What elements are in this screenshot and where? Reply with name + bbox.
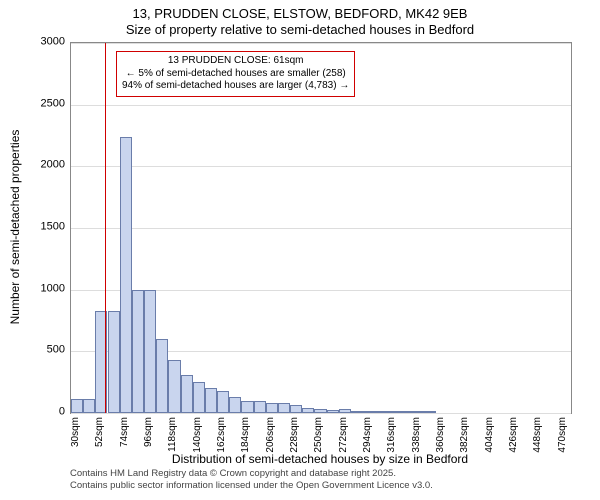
footer-line1: Contains HM Land Registry data © Crown c… <box>70 468 433 480</box>
property-marker-line <box>105 43 106 413</box>
gridline <box>71 166 571 167</box>
x-tick-label: 74sqm <box>120 417 130 447</box>
y-tick-label: 1000 <box>5 283 65 294</box>
property-size-chart: 13, PRUDDEN CLOSE, ELSTOW, BEDFORD, MK42… <box>0 0 600 500</box>
annotation-line1: 13 PRUDDEN CLOSE: 61sqm <box>122 55 349 68</box>
histogram-bar <box>108 311 120 413</box>
y-tick-label: 0 <box>5 407 65 418</box>
attribution-footer: Contains HM Land Registry data © Crown c… <box>70 468 433 492</box>
histogram-bar <box>254 401 266 413</box>
chart-title-desc: Size of property relative to semi-detach… <box>0 22 600 37</box>
x-tick-label: 96sqm <box>144 417 154 447</box>
histogram-bar <box>156 339 168 413</box>
histogram-bar <box>290 405 302 413</box>
histogram-bar <box>181 375 193 413</box>
x-tick-label: 250sqm <box>314 417 324 453</box>
gridline <box>71 413 571 414</box>
x-axis-label: Distribution of semi-detached houses by … <box>70 452 570 466</box>
y-tick-label: 500 <box>5 345 65 356</box>
x-tick-label: 294sqm <box>363 417 373 453</box>
x-tick-label: 162sqm <box>217 417 227 453</box>
histogram-bar <box>193 382 205 413</box>
annotation-line3: 94% of semi-detached houses are larger (… <box>122 80 349 93</box>
histogram-bar <box>412 411 424 413</box>
histogram-bar <box>71 399 83 413</box>
histogram-bar <box>241 401 253 413</box>
histogram-bar <box>387 411 399 413</box>
x-tick-label: 316sqm <box>387 417 397 453</box>
x-tick-label: 140sqm <box>193 417 203 453</box>
histogram-bar <box>144 290 156 413</box>
plot-area: 13 PRUDDEN CLOSE: 61sqm← 5% of semi-deta… <box>70 42 572 414</box>
histogram-bar <box>205 388 217 413</box>
x-tick-label: 470sqm <box>558 417 568 453</box>
histogram-bar <box>132 290 144 413</box>
histogram-bar <box>266 403 278 413</box>
x-tick-label: 52sqm <box>95 417 105 447</box>
gridline <box>71 105 571 106</box>
histogram-bar <box>375 411 387 413</box>
x-tick-label: 184sqm <box>241 417 251 453</box>
histogram-bar <box>168 360 180 413</box>
x-tick-label: 404sqm <box>485 417 495 453</box>
histogram-bar <box>83 399 95 413</box>
gridline <box>71 43 571 44</box>
annotation-line2: ← 5% of semi-detached houses are smaller… <box>122 68 349 81</box>
histogram-bar <box>278 403 290 413</box>
y-tick-label: 1500 <box>5 222 65 233</box>
histogram-bar <box>302 408 314 413</box>
chart-title-address: 13, PRUDDEN CLOSE, ELSTOW, BEDFORD, MK42… <box>0 6 600 21</box>
y-tick-label: 2500 <box>5 98 65 109</box>
histogram-bar <box>363 411 375 413</box>
y-tick-label: 3000 <box>5 37 65 48</box>
histogram-bar <box>339 409 351 413</box>
x-tick-label: 30sqm <box>71 417 81 447</box>
x-tick-label: 228sqm <box>290 417 300 453</box>
histogram-bar <box>217 391 229 413</box>
histogram-bar <box>400 411 412 413</box>
histogram-bar <box>351 411 363 413</box>
x-tick-label: 426sqm <box>509 417 519 453</box>
x-tick-label: 206sqm <box>266 417 276 453</box>
x-tick-label: 448sqm <box>533 417 543 453</box>
x-tick-label: 272sqm <box>339 417 349 453</box>
x-tick-label: 118sqm <box>168 417 178 452</box>
y-tick-label: 2000 <box>5 160 65 171</box>
histogram-bar <box>424 411 436 413</box>
annotation-box: 13 PRUDDEN CLOSE: 61sqm← 5% of semi-deta… <box>116 51 355 97</box>
footer-line2: Contains public sector information licen… <box>70 480 433 492</box>
histogram-bar <box>229 397 241 413</box>
gridline <box>71 228 571 229</box>
x-tick-label: 382sqm <box>460 417 470 453</box>
x-tick-label: 338sqm <box>412 417 422 453</box>
histogram-bar <box>327 410 339 413</box>
histogram-bar <box>120 137 132 413</box>
histogram-bar <box>314 409 326 413</box>
x-tick-label: 360sqm <box>436 417 446 453</box>
